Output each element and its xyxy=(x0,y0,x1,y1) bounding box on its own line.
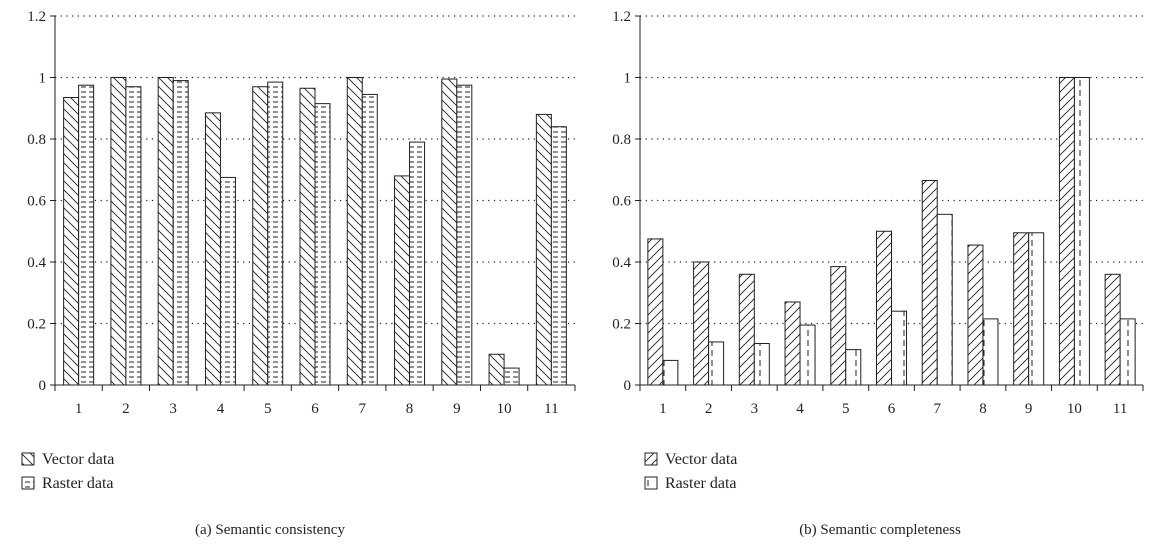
bar-raster-10 xyxy=(1073,77,1090,386)
bar-raster-4 xyxy=(219,176,236,386)
bar-raster-3 xyxy=(172,80,189,386)
bar-raster-7 xyxy=(936,213,953,386)
bar-raster-11 xyxy=(1119,318,1136,386)
bar-raster-4 xyxy=(799,324,816,386)
bar-vector-7 xyxy=(346,77,363,386)
y-tick-label: 1.2 xyxy=(612,9,631,25)
y-tick-label: 1.2 xyxy=(27,9,46,25)
legend-swatch-raster xyxy=(644,476,658,490)
x-tick-label: 2 xyxy=(705,401,713,417)
legend-swatch-vector xyxy=(644,452,658,466)
bar-vector-11 xyxy=(535,113,552,386)
x-tick-label: 1 xyxy=(659,401,667,417)
figure-caption: (a) Semantic consistency xyxy=(195,522,345,538)
bar-vector-5 xyxy=(830,266,847,386)
chart-semantic-completeness: 0 0.2 0.4 0.6 0.8 1 1.2 1 2 3 4 5 6 7 8 9 10 11 Vector dat… xyxy=(612,9,1144,538)
y-tick-label: 0.8 xyxy=(612,132,631,148)
legend-swatch-raster xyxy=(21,476,35,490)
bar-raster-5 xyxy=(845,349,862,386)
y-tick-label: 0 xyxy=(624,378,632,394)
x-tick-label: 4 xyxy=(217,401,225,417)
legend-swatch-vector xyxy=(21,452,35,466)
y-tick-label: 1 xyxy=(624,71,632,87)
bar-vector-5 xyxy=(252,86,269,386)
bar-raster-1 xyxy=(78,84,95,386)
bar-vector-6 xyxy=(299,87,316,386)
bar-vector-11 xyxy=(1104,273,1121,386)
legend-label-vector: Vector data xyxy=(42,451,114,468)
bar-raster-6 xyxy=(314,103,331,386)
y-tick-label: 0.6 xyxy=(27,194,46,210)
bar-vector-2 xyxy=(693,261,710,386)
bar-raster-6 xyxy=(891,310,907,386)
bar-vector-10 xyxy=(1058,77,1075,386)
x-tick-label: 3 xyxy=(169,401,177,417)
y-tick-label: 0.4 xyxy=(27,255,46,271)
bar-raster-1 xyxy=(662,359,679,386)
bar-vector-1 xyxy=(647,238,664,386)
bar-vector-8 xyxy=(394,175,411,386)
x-tick-label: 10 xyxy=(1067,401,1082,417)
y-tick-label: 1 xyxy=(39,71,47,87)
bar-vector-6 xyxy=(876,230,892,386)
bar-vector-1 xyxy=(63,96,80,386)
bar-vector-3 xyxy=(738,273,755,386)
x-tick-label: 2 xyxy=(122,401,130,417)
y-tick-label: 0.6 xyxy=(612,194,631,210)
bar-vector-7 xyxy=(921,180,938,386)
bar-vector-4 xyxy=(204,112,221,386)
bar-raster-9 xyxy=(1028,232,1045,386)
bar-raster-7 xyxy=(361,93,378,386)
bar-vector-3 xyxy=(157,77,174,386)
y-tick-label: 0 xyxy=(39,378,47,394)
x-tick-label: 7 xyxy=(359,401,367,417)
x-tick-label: 9 xyxy=(1025,401,1033,417)
x-tick-label: 8 xyxy=(406,401,414,417)
legend-label-vector: Vector data xyxy=(665,451,737,468)
x-tick-label: 5 xyxy=(264,401,272,417)
bar-raster-11 xyxy=(550,126,567,386)
x-tick-label: 7 xyxy=(933,401,941,417)
bar-raster-10 xyxy=(503,367,520,386)
bar-vector-8 xyxy=(967,244,984,386)
bar-raster-2 xyxy=(125,86,142,386)
y-tick-label: 0.8 xyxy=(27,132,46,148)
x-tick-label: 4 xyxy=(796,401,804,417)
x-tick-label: 8 xyxy=(979,401,987,417)
bar-vector-9 xyxy=(441,78,458,386)
x-tick-label: 5 xyxy=(842,401,850,417)
bar-vector-10 xyxy=(488,353,505,386)
y-tick-label: 0.2 xyxy=(612,317,631,333)
figure-caption: (b) Semantic completeness xyxy=(799,522,961,538)
x-tick-label: 11 xyxy=(1113,401,1127,417)
bar-raster-8 xyxy=(409,141,426,386)
bar-raster-3 xyxy=(753,342,770,386)
x-tick-label: 1 xyxy=(75,401,83,417)
y-tick-label: 0.2 xyxy=(27,317,46,333)
bar-raster-9 xyxy=(456,84,473,386)
legend-label-raster: Raster data xyxy=(665,475,737,492)
bar-vector-4 xyxy=(784,301,801,386)
x-tick-label: 3 xyxy=(751,401,759,417)
bar-raster-2 xyxy=(708,341,725,386)
legend-label-raster: Raster data xyxy=(42,475,114,492)
bar-vector-9 xyxy=(1013,232,1030,386)
bar-raster-5 xyxy=(267,81,284,386)
y-tick-label: 0.4 xyxy=(612,255,631,271)
x-tick-label: 10 xyxy=(497,401,512,417)
x-tick-label: 9 xyxy=(453,401,461,417)
x-tick-label: 11 xyxy=(544,401,558,417)
chart-semantic-consistency: 0 0.2 0.4 0.6 0.8 1 1.2 1 2 3 4 5 6 7 8 9 10 11 Vector dat… xyxy=(21,9,576,538)
x-tick-label: 6 xyxy=(311,401,319,417)
bar-raster-8 xyxy=(982,318,999,386)
x-tick-label: 6 xyxy=(888,401,896,417)
bar-vector-2 xyxy=(110,77,127,386)
